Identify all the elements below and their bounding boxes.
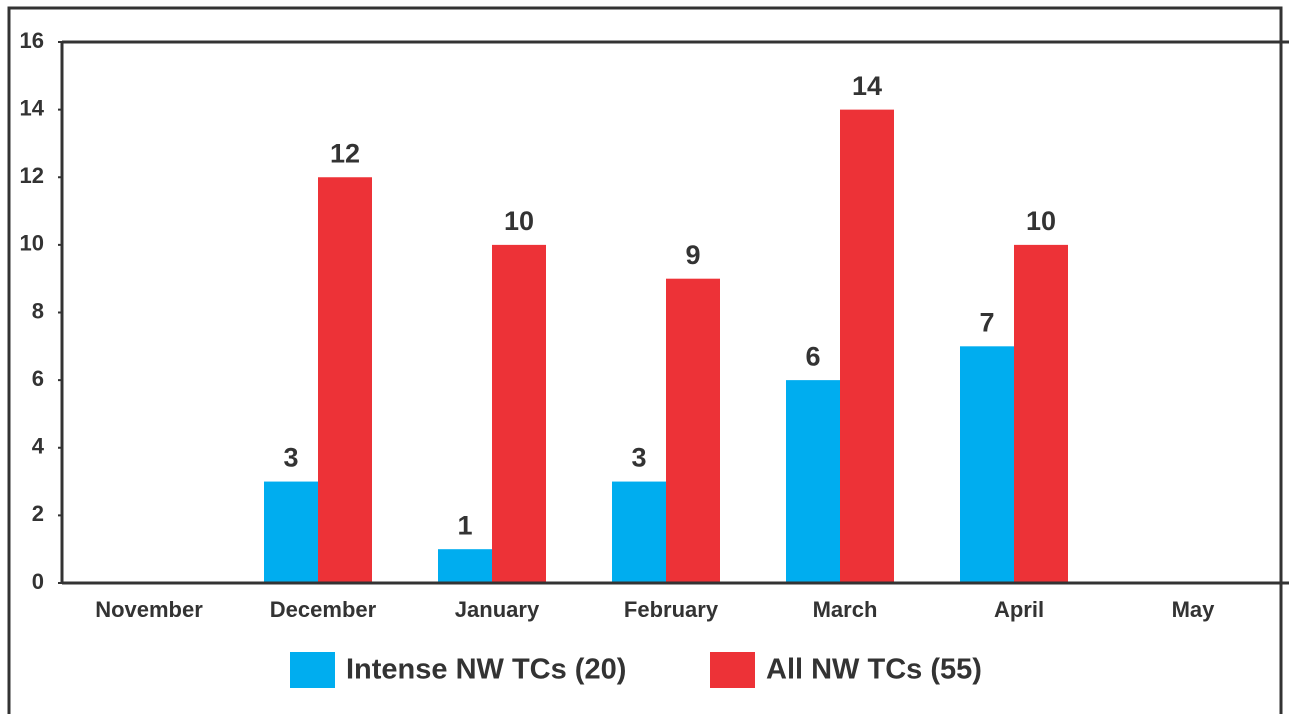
data-label: 10 — [1026, 206, 1056, 236]
bar — [438, 549, 492, 583]
bar — [960, 346, 1014, 583]
x-tick-label: March — [813, 597, 878, 622]
data-label: 6 — [805, 341, 820, 371]
legend-label: All NW TCs (55) — [766, 654, 982, 686]
bar — [840, 109, 894, 583]
y-tick-label: 12 — [20, 163, 44, 188]
legend-swatch — [710, 652, 755, 688]
data-label: 7 — [979, 307, 994, 337]
bar — [786, 380, 840, 583]
y-tick-label: 14 — [20, 95, 45, 120]
data-label: 9 — [685, 240, 700, 270]
bar — [612, 481, 666, 583]
x-tick-label: February — [624, 597, 719, 622]
data-label: 14 — [852, 71, 882, 101]
x-tick-label: April — [994, 597, 1044, 622]
frame — [7, 6, 1283, 714]
y-tick-label: 8 — [32, 298, 44, 323]
x-tick-label: May — [1172, 597, 1216, 622]
x-tick-label: January — [455, 597, 540, 622]
bar — [1014, 244, 1068, 583]
y-tick-label: 10 — [20, 231, 44, 256]
data-label: 3 — [283, 443, 298, 473]
y-tick-label: 4 — [32, 434, 45, 459]
y-tick-label: 6 — [32, 366, 44, 391]
y-tick-label: 0 — [32, 569, 44, 594]
data-label: 10 — [504, 206, 534, 236]
bar — [264, 481, 318, 583]
legend-swatch — [290, 652, 335, 688]
bar — [666, 278, 720, 583]
data-label: 1 — [457, 510, 472, 540]
data-label: 3 — [631, 443, 646, 473]
bar — [492, 244, 546, 583]
x-tick-label: December — [270, 597, 377, 622]
bar — [318, 177, 372, 583]
legend-label: Intense NW TCs (20) — [346, 654, 626, 686]
y-tick-label: 2 — [32, 501, 44, 526]
x-tick-label: November — [95, 597, 203, 622]
data-label: 12 — [330, 138, 360, 168]
y-tick-label: 16 — [20, 28, 44, 53]
